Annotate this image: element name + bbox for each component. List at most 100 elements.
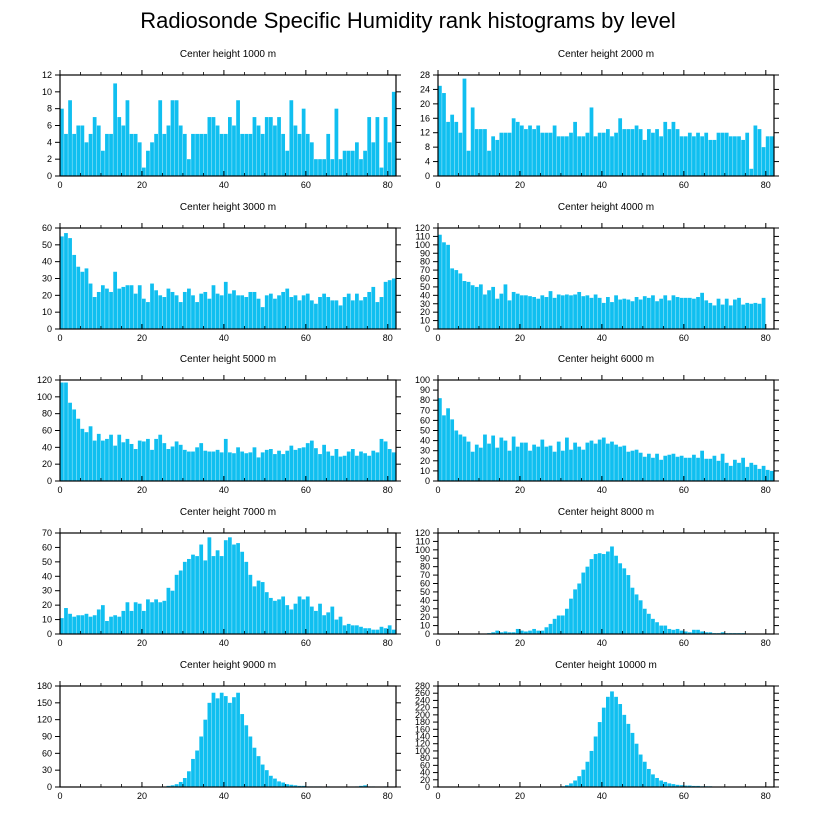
histogram-bar — [64, 133, 68, 176]
histogram-panel: Center height 10000 m0 20 40 60 800204060801… — [415, 660, 779, 801]
histogram-bar — [548, 445, 553, 481]
histogram-bar — [655, 622, 659, 634]
histogram-bar — [203, 133, 208, 176]
x-tick-label: 60 — [301, 333, 311, 343]
histogram-bar — [519, 295, 524, 329]
x-tick-label: 0 — [57, 638, 62, 648]
histogram-bar — [301, 447, 306, 481]
histogram-bar — [338, 159, 343, 176]
histogram-bar — [371, 286, 376, 329]
histogram-bar — [634, 449, 639, 481]
y-tick-label: 40 — [420, 436, 430, 446]
histogram-bar — [651, 774, 655, 788]
histogram-bar — [236, 692, 240, 787]
y-tick-label: 0 — [47, 629, 52, 639]
histogram-bar — [704, 632, 709, 634]
x-tick-label: 80 — [761, 180, 771, 190]
histogram-bar — [330, 159, 335, 176]
histogram-bar — [577, 446, 582, 481]
histogram-bar — [745, 302, 750, 329]
histogram-bar — [92, 615, 97, 634]
histogram-bar — [573, 780, 577, 787]
histogram-bar — [593, 443, 598, 481]
histogram-bar — [720, 132, 725, 176]
histogram-bar — [495, 298, 500, 329]
histogram-bar — [305, 443, 310, 482]
histogram-bar — [223, 438, 228, 481]
histogram-bar — [552, 297, 557, 329]
x-tick-label: 40 — [597, 180, 607, 190]
histogram-bar — [667, 300, 672, 329]
histogram-bar — [207, 117, 212, 176]
histogram-bar — [630, 450, 635, 481]
histogram-bar — [618, 118, 623, 176]
histogram-bar — [268, 449, 273, 481]
histogram-bar — [236, 543, 240, 634]
histogram-bar — [391, 629, 396, 634]
y-tick-label: 10 — [420, 316, 430, 326]
histogram-bar — [305, 293, 310, 329]
histogram-bar — [626, 451, 631, 481]
histogram-bar — [117, 616, 122, 634]
y-tick-label: 80 — [420, 562, 430, 572]
histogram-bar — [601, 554, 606, 634]
histogram-bar — [642, 608, 647, 634]
y-tick-label: 60 — [42, 223, 52, 233]
histogram-bar — [659, 780, 664, 787]
histogram-bar — [330, 606, 335, 634]
histogram-bar — [199, 544, 204, 634]
x-tick-label: 60 — [301, 638, 311, 648]
histogram-bar — [338, 456, 343, 481]
histogram-bar — [162, 600, 167, 634]
histogram-bar — [322, 293, 326, 329]
histogram-bar — [100, 440, 105, 481]
y-tick-label: 90 — [42, 732, 52, 742]
histogram-bar — [113, 615, 118, 634]
histogram-bar — [630, 301, 635, 329]
histogram-bar — [334, 108, 339, 176]
histogram-bar — [264, 770, 269, 787]
histogram-bar — [659, 298, 664, 329]
histogram-bar — [733, 299, 737, 329]
histogram-bar — [737, 136, 741, 176]
histogram-bar — [133, 293, 138, 329]
histogram-bar — [281, 596, 286, 634]
histogram-bar — [749, 462, 754, 481]
histogram-bar — [240, 551, 245, 634]
histogram-bar — [470, 107, 475, 176]
histogram-bar — [174, 295, 179, 329]
histogram-bar — [326, 612, 331, 634]
histogram-bar — [454, 121, 459, 176]
histogram-bar — [223, 540, 228, 634]
y-tick-label: 30 — [42, 765, 52, 775]
histogram-bar — [532, 444, 536, 481]
histogram-bar — [137, 440, 142, 481]
histogram-bar — [322, 159, 326, 176]
histogram-bar — [503, 440, 508, 481]
histogram-bar — [638, 452, 643, 481]
x-tick-label: 40 — [219, 638, 229, 648]
x-tick-label: 20 — [137, 485, 147, 495]
y-tick-label: 60 — [42, 426, 52, 436]
histogram-bar — [195, 302, 199, 329]
histogram-bar — [109, 434, 113, 481]
histogram-bar — [244, 297, 249, 329]
histogram-bar — [187, 771, 191, 787]
histogram-bar — [511, 118, 516, 176]
x-tick-label: 40 — [219, 180, 229, 190]
histogram-bar — [301, 599, 306, 634]
histogram-bar — [606, 297, 610, 329]
histogram-bar — [158, 602, 163, 634]
histogram-bar — [305, 596, 310, 634]
histogram-bar — [495, 630, 500, 634]
histogram-bar — [687, 785, 692, 787]
histogram-bar — [137, 142, 142, 176]
histogram-bar — [442, 93, 446, 176]
histogram-bar — [96, 291, 101, 329]
histogram-bar — [614, 444, 618, 481]
histogram-bar — [211, 285, 216, 329]
histogram-bar — [737, 297, 741, 329]
histogram-bar — [548, 132, 553, 176]
histogram-bar — [309, 142, 314, 176]
histogram-bar — [391, 91, 396, 176]
